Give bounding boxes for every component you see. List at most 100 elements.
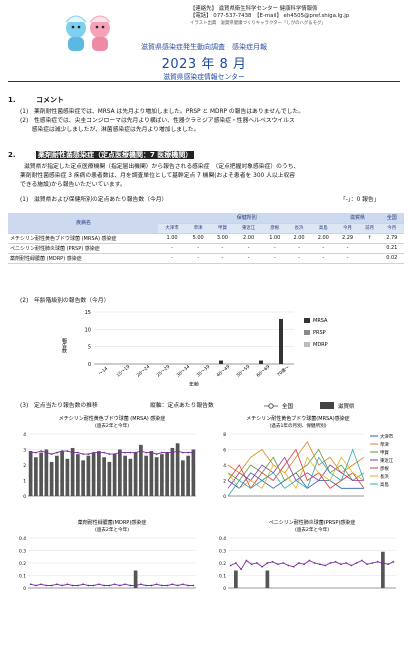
x-tick-label: 40〜49 [215, 364, 231, 379]
bar [91, 452, 96, 496]
legend-label: 高島 [380, 481, 389, 488]
section-number: 2. [8, 151, 16, 159]
y-tick-label: 0 [23, 494, 26, 500]
data-point [271, 560, 274, 563]
bar [219, 360, 223, 364]
col-header: 大津市 [158, 223, 187, 234]
data-point [139, 450, 142, 452]
bar [49, 461, 54, 496]
data-point [350, 564, 353, 567]
col-header: 今月 [335, 223, 360, 234]
bar [60, 451, 64, 496]
data-point [150, 451, 153, 454]
chart-subtitle: (過去2年と今年) [95, 526, 129, 533]
data-point [192, 584, 195, 587]
y-tick-label: 0 [223, 494, 226, 500]
table-cell: - [311, 243, 336, 254]
contact-line: 【電話】 077-537-7438 【E-mail】 eh4505@pref.s… [190, 13, 350, 19]
data-point [82, 583, 85, 586]
y-tick-label: 4 [23, 432, 26, 438]
table-cell: 2.00 [311, 233, 336, 244]
data-point [45, 451, 48, 454]
data-point [66, 583, 69, 586]
data-point [155, 453, 158, 456]
disease-name: メチシリン耐性黄色ブドウ球菌 (MRSA) 感染症 [8, 233, 158, 244]
section1-heading: 1. コメント [8, 95, 64, 105]
bar [170, 447, 175, 496]
x-tick-label: 50〜59 [235, 364, 251, 379]
data-point [155, 583, 158, 586]
data-point [29, 451, 32, 454]
data-point [360, 559, 363, 562]
bar [39, 452, 43, 496]
data-point [229, 564, 232, 567]
bar [34, 457, 38, 496]
prsp-chart: ペニシリン耐性肺炎球菌(PRSP)感染症(過去2年と今年) 0.4 0.3 0.2 0.… [219, 519, 396, 592]
legend-swatch [320, 402, 334, 409]
data-point [171, 451, 174, 454]
data-point [55, 451, 58, 454]
trend-arrow: ↑ [359, 233, 380, 244]
data-point [181, 583, 184, 586]
bar [181, 460, 185, 496]
y-tick-label: 1 [23, 479, 26, 485]
bar [160, 454, 164, 496]
bar [128, 458, 133, 496]
data-point [76, 584, 79, 587]
bar [112, 454, 117, 496]
section2-paragraph: できる施設)から報告いただいています。 [20, 182, 126, 188]
data-point [92, 584, 95, 587]
legend-label: 草津 [380, 441, 389, 448]
data-point [366, 563, 369, 566]
y-tick-label: 2 [23, 463, 26, 469]
bar [44, 449, 49, 496]
y-tick-label: 0.1 [19, 574, 26, 580]
series-line [227, 456, 365, 490]
data-point [276, 563, 279, 566]
table-cell: - [158, 253, 187, 264]
data-point [308, 559, 311, 562]
data-point [139, 583, 142, 586]
table-cell: - [286, 253, 312, 264]
table-cell: - [186, 243, 211, 254]
data-point [55, 583, 58, 586]
sub3-vertical-note: 縦軸：定点あたり報告数 [150, 403, 214, 409]
table-cell: 2.00 [234, 233, 263, 244]
data-point [176, 450, 179, 452]
legend-label: 長浜 [380, 473, 389, 480]
y-tick-label: 0.4 [219, 536, 226, 542]
data-point [71, 451, 74, 454]
y-tick-label: 8 [223, 432, 226, 438]
bar [102, 457, 106, 496]
col-header: 前月 [359, 223, 380, 234]
x-tick-label: 25〜29 [155, 364, 171, 379]
legend-label: 東近江 [380, 457, 394, 464]
bar [165, 452, 169, 496]
data-point [87, 584, 90, 587]
bar [149, 451, 154, 496]
bar [234, 570, 238, 588]
data-point [250, 563, 253, 566]
data-point [371, 562, 374, 564]
table-cell: 3.00 [210, 233, 235, 244]
data-point [355, 562, 358, 564]
table-cell: - [234, 243, 263, 254]
mdrp-chart: 薬剤耐性緑膿菌(MDRP)感染症(過去2年と今年) 0.4 0.3 0.2 0.1 0 [19, 519, 196, 592]
data-point [87, 453, 90, 456]
prefecture-group-header: 滋賀県 [335, 213, 380, 224]
bar [133, 570, 138, 588]
data-point [392, 560, 395, 563]
data-point [297, 562, 300, 564]
table-cell: - [262, 243, 287, 254]
data-point [76, 451, 79, 454]
series-line [30, 583, 194, 586]
data-point [50, 453, 53, 456]
x-tick-label: 70歳〜 [275, 363, 291, 378]
legend-label: MDRP [313, 342, 328, 348]
table-row: メチシリン耐性黄色ブドウ球菌 (MRSA) 感染症 1.00 5.00 3.00… [8, 233, 404, 244]
y-tick-label: 0.1 [219, 574, 226, 580]
data-point [118, 584, 121, 587]
table-cell: - [210, 253, 235, 264]
chart-title: ペニシリン耐性肺炎球菌(PRSP)感染症 [269, 519, 356, 526]
bar [28, 451, 33, 496]
